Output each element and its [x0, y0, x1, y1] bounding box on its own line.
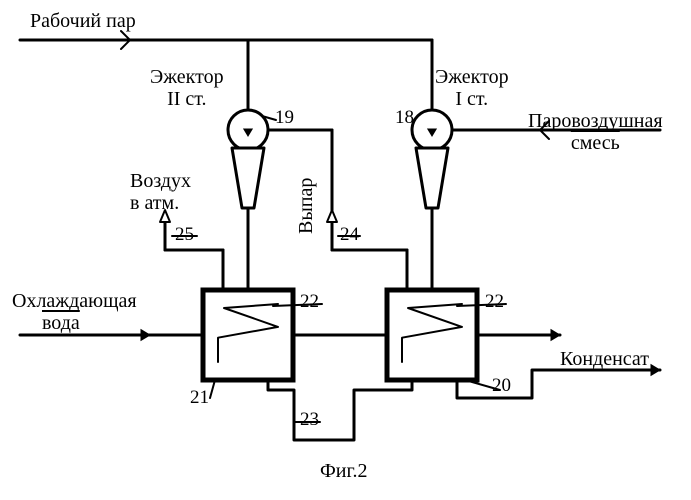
label-evap: Выпар — [295, 178, 317, 234]
num-22a: 22 — [300, 292, 319, 313]
num-25: 25 — [175, 225, 194, 246]
num-24: 24 — [340, 225, 359, 246]
label-air-mixture: Паровоздушная смесь — [528, 110, 663, 154]
num-21: 21 — [190, 388, 209, 409]
num-19: 19 — [275, 108, 294, 129]
label-condensate: Конденсат — [560, 348, 649, 370]
num-20: 20 — [492, 376, 511, 397]
label-air-atm: Воздух в атм. — [130, 170, 191, 214]
figure-caption: Фиг.2 — [320, 460, 367, 482]
label-ejector2: Эжектор II ст. — [150, 66, 224, 110]
num-23: 23 — [300, 410, 319, 431]
num-18: 18 — [395, 108, 414, 129]
num-22b: 22 — [485, 292, 504, 313]
label-steam-in: Рабочий пар — [30, 10, 136, 32]
label-ejector1: Эжектор I ст. — [435, 66, 509, 110]
label-cooling-water: Охлаждающая вода — [12, 290, 137, 334]
